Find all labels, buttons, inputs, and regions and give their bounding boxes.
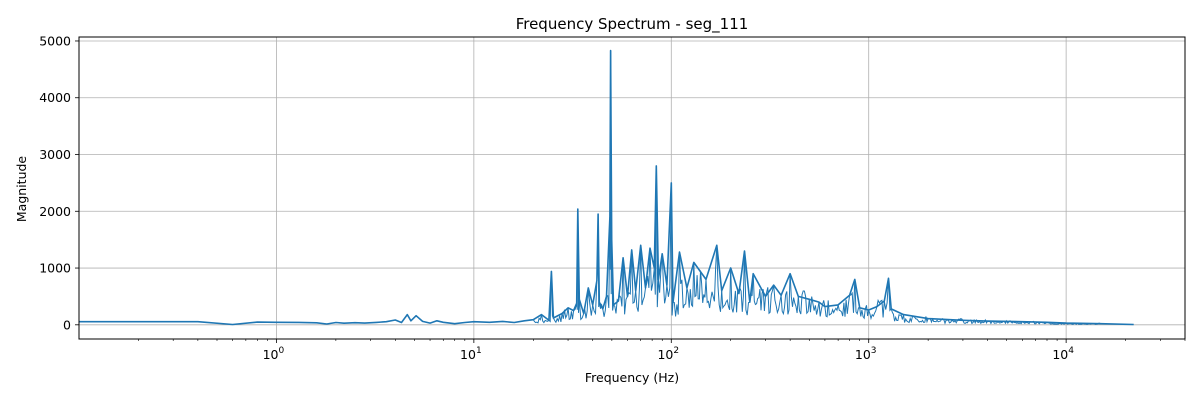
- x-tick-label: 103: [855, 346, 877, 362]
- spectrum-texture: [567, 307, 575, 321]
- spectrum-texture: [868, 306, 878, 321]
- spectrum-texture: [903, 314, 929, 324]
- y-tick-label: 0: [63, 317, 71, 332]
- spectrum-texture: [541, 314, 550, 324]
- spectrum-texture: [679, 252, 688, 309]
- plot-frame: [78, 36, 1186, 340]
- x-tick-label: 101: [460, 346, 482, 362]
- spectrum-texture: [765, 284, 775, 315]
- ticks: 100 101 102 103 104 0 1000 2000 3000 4000 5000: [39, 33, 1186, 362]
- spectrum-texture: [635, 245, 642, 312]
- spectrum-texture: [532, 314, 542, 324]
- x-tick-label: 104: [1052, 346, 1074, 362]
- y-tick-label: 1000: [39, 261, 71, 276]
- spectrum-texture: [890, 308, 904, 322]
- spectrum-texture: [824, 300, 839, 318]
- spectrum-texture: [552, 313, 563, 324]
- y-axis-label: Magnitude: [14, 156, 29, 223]
- spectrum-texture: [649, 248, 655, 291]
- spectrum-texture: [883, 278, 889, 310]
- spectrum-texture: [613, 298, 619, 314]
- spectrum-texture: [716, 245, 723, 312]
- spectrum-texture: [789, 273, 799, 314]
- y-tick-label: 3000: [39, 147, 71, 162]
- x-tick-label: 102: [657, 346, 679, 362]
- y-tick-label: 2000: [39, 204, 71, 219]
- spectrum-texture: [631, 249, 637, 305]
- series-layer: [79, 49, 1134, 326]
- spectrum-texture: [686, 262, 695, 308]
- spectrum-texture: [693, 262, 707, 303]
- spectrum-line: [79, 49, 1134, 326]
- spectrum-texture: [962, 318, 989, 325]
- spectrum-texture: [927, 317, 964, 325]
- spectrum-texture: [705, 245, 718, 309]
- spectrum-texture: [640, 245, 646, 306]
- spectrum-texture: [876, 298, 885, 318]
- spectrum-texture: [773, 285, 782, 315]
- spectrum-texture: [797, 290, 810, 315]
- spectrum-texture: [587, 287, 594, 316]
- spectrum-texture: [818, 300, 826, 317]
- spectrum-texture: [661, 253, 668, 304]
- spectrum-texture: [578, 299, 585, 321]
- spectrum-texture: [592, 280, 598, 316]
- x-tick-label: 100: [263, 346, 285, 362]
- x-axis-label: Frequency (Hz): [585, 370, 679, 385]
- spectrum-texture: [808, 296, 820, 315]
- spectrum-texture: [666, 182, 672, 297]
- spectrum-texture: [622, 257, 628, 315]
- spectrum-texture: [561, 307, 569, 320]
- spectrum-texture: [672, 252, 680, 317]
- spectrum-texture: [602, 296, 607, 317]
- spectrum-texture: [744, 250, 750, 316]
- chart-title: Frequency Spectrum - seg_111: [516, 15, 749, 34]
- spectrum-texture: [721, 267, 732, 310]
- spectrum-texture: [859, 305, 870, 320]
- spectrum-texture: [837, 295, 851, 317]
- spectrum-texture: [780, 273, 791, 316]
- y-tick-label: 4000: [39, 90, 71, 105]
- spectrum-texture: [730, 267, 740, 313]
- y-tick-label: 5000: [39, 33, 71, 48]
